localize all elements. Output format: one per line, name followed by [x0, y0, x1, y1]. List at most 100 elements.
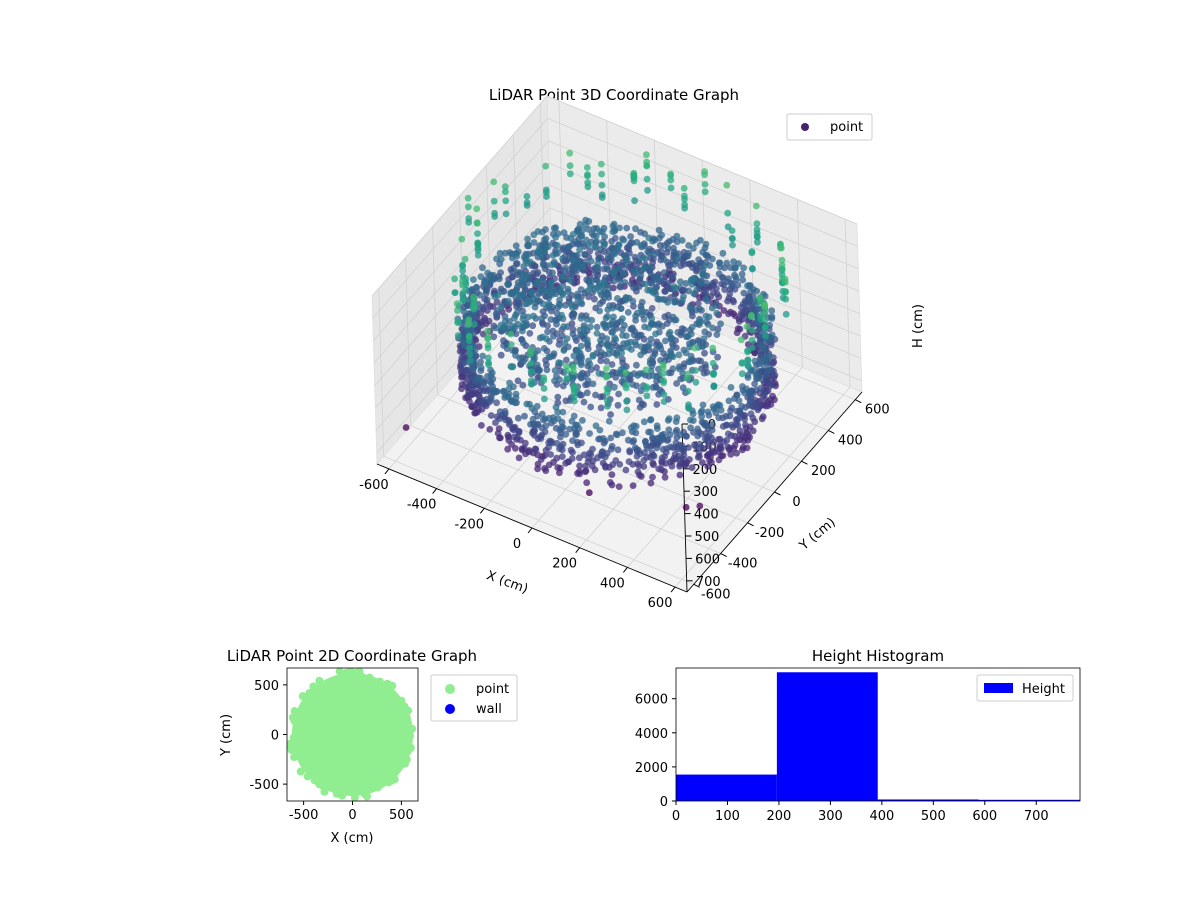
chart-3d-point [512, 288, 520, 296]
chart-3d-point [579, 417, 586, 424]
chart-2d-ytick-label: -500 [249, 778, 279, 793]
chart-3d-point [451, 289, 459, 296]
chart-3d-point [726, 290, 734, 298]
chart-3d-point [596, 426, 604, 434]
chart-2d-ticks: -500 0 500 -500 0 500 [249, 679, 413, 823]
chart-3d-point [736, 407, 744, 415]
chart-3d-point [493, 312, 501, 320]
chart-3d-point [502, 197, 510, 205]
chart-3d-point [620, 236, 628, 244]
chart-3d-point [496, 408, 504, 415]
chart-3d-point [675, 351, 683, 359]
chart-3d-point [614, 401, 622, 409]
chart-3d-point [589, 380, 597, 388]
chart-3d-point [647, 479, 655, 487]
chart-3d-point [510, 426, 517, 434]
chart-3d-point [636, 370, 643, 377]
chart-3d-point [685, 405, 692, 412]
chart-3d-point [633, 361, 640, 369]
chart-3d-point [467, 384, 475, 392]
chart-3d-point [584, 345, 592, 353]
histogram-legend-label: Height [1022, 682, 1065, 697]
chart-3d-point [671, 298, 678, 306]
chart-3d-point [740, 289, 748, 297]
chart-3d-point [654, 275, 662, 282]
chart-3d-point [632, 312, 639, 320]
chart-3d-point [576, 220, 584, 228]
histogram-xtick-label: 400 [869, 809, 894, 824]
chart-3d-point [608, 442, 616, 450]
chart-3d-point [777, 244, 785, 252]
chart-3d-point [491, 209, 498, 217]
chart-2d-point [403, 747, 412, 756]
chart-3d-point [600, 439, 608, 447]
chart-3d-point [508, 268, 516, 275]
chart-3d-point [577, 314, 585, 322]
chart-3d-point [663, 445, 671, 452]
chart-3d-point [519, 327, 526, 335]
chart-3d-point [659, 370, 667, 377]
chart-2d-legend-label-wall: wall [476, 702, 502, 717]
chart-3d-point [768, 307, 776, 315]
chart-3d-point [753, 287, 761, 295]
chart-2d-point [400, 759, 409, 768]
chart-3d-point [502, 392, 510, 399]
chart-3d-point [714, 353, 721, 361]
chart-3d-point [720, 438, 727, 446]
chart-3d-point [543, 287, 551, 295]
chart-3d-point [563, 375, 571, 382]
chart-3d-point [516, 293, 524, 301]
chart-3d-point [597, 160, 605, 168]
chart-3d-point [569, 304, 576, 311]
chart-3d-point [534, 278, 542, 285]
chart-3d-point [585, 454, 593, 462]
chart-2d-point [397, 699, 406, 708]
chart-3d-point [476, 291, 484, 299]
chart-3d-point [686, 343, 694, 351]
chart-3d-point [531, 262, 539, 270]
chart-3d-point [684, 370, 691, 378]
chart-3d-point [667, 170, 674, 178]
chart-3d-point [734, 281, 742, 289]
chart-3d-point [668, 462, 676, 470]
chart-3d-point [631, 338, 639, 346]
chart-3d-point [574, 441, 582, 449]
chart-3d-point [646, 359, 654, 367]
histogram-bar [877, 799, 979, 801]
chart-3d-point [746, 391, 754, 399]
chart-3d-point [583, 164, 591, 171]
chart-3d-point [701, 328, 709, 336]
chart-3d-point [687, 416, 694, 424]
chart-3d-point [593, 238, 601, 246]
chart-3d-point [473, 220, 481, 227]
histogram-ytick-label: 0 [660, 795, 668, 810]
chart-3d-point [578, 355, 585, 362]
chart-3d-point [713, 309, 721, 317]
chart-3d-point [748, 249, 756, 257]
chart-3d-point [623, 224, 631, 232]
chart-3d-point [523, 193, 531, 200]
chart-3d-point [742, 302, 750, 309]
chart-3d-point [741, 412, 749, 419]
chart-3d-point [767, 341, 775, 349]
chart-3d-point [527, 350, 534, 358]
chart-3d-point [493, 255, 500, 263]
chart-3d-point [699, 401, 707, 409]
chart-3d-point [542, 422, 550, 430]
chart-3d-point [736, 431, 743, 439]
chart-3d-point [708, 426, 716, 434]
chart-2d-legend-marker-point [445, 684, 455, 694]
chart-3d-point [545, 444, 552, 451]
chart-3d-point [778, 265, 786, 273]
chart-3d-point [622, 369, 630, 376]
chart-3d-point [567, 446, 575, 454]
chart-3d-point [559, 255, 566, 262]
chart-3d-point [597, 404, 605, 412]
chart-3d-point [519, 381, 527, 389]
chart-3d-point [480, 279, 488, 286]
chart-3d-point [477, 273, 485, 281]
chart-3d-point [631, 197, 638, 205]
histogram-xtick-label: 0 [672, 809, 680, 824]
chart-3d-point [733, 436, 741, 444]
chart-3d-point [695, 256, 702, 263]
